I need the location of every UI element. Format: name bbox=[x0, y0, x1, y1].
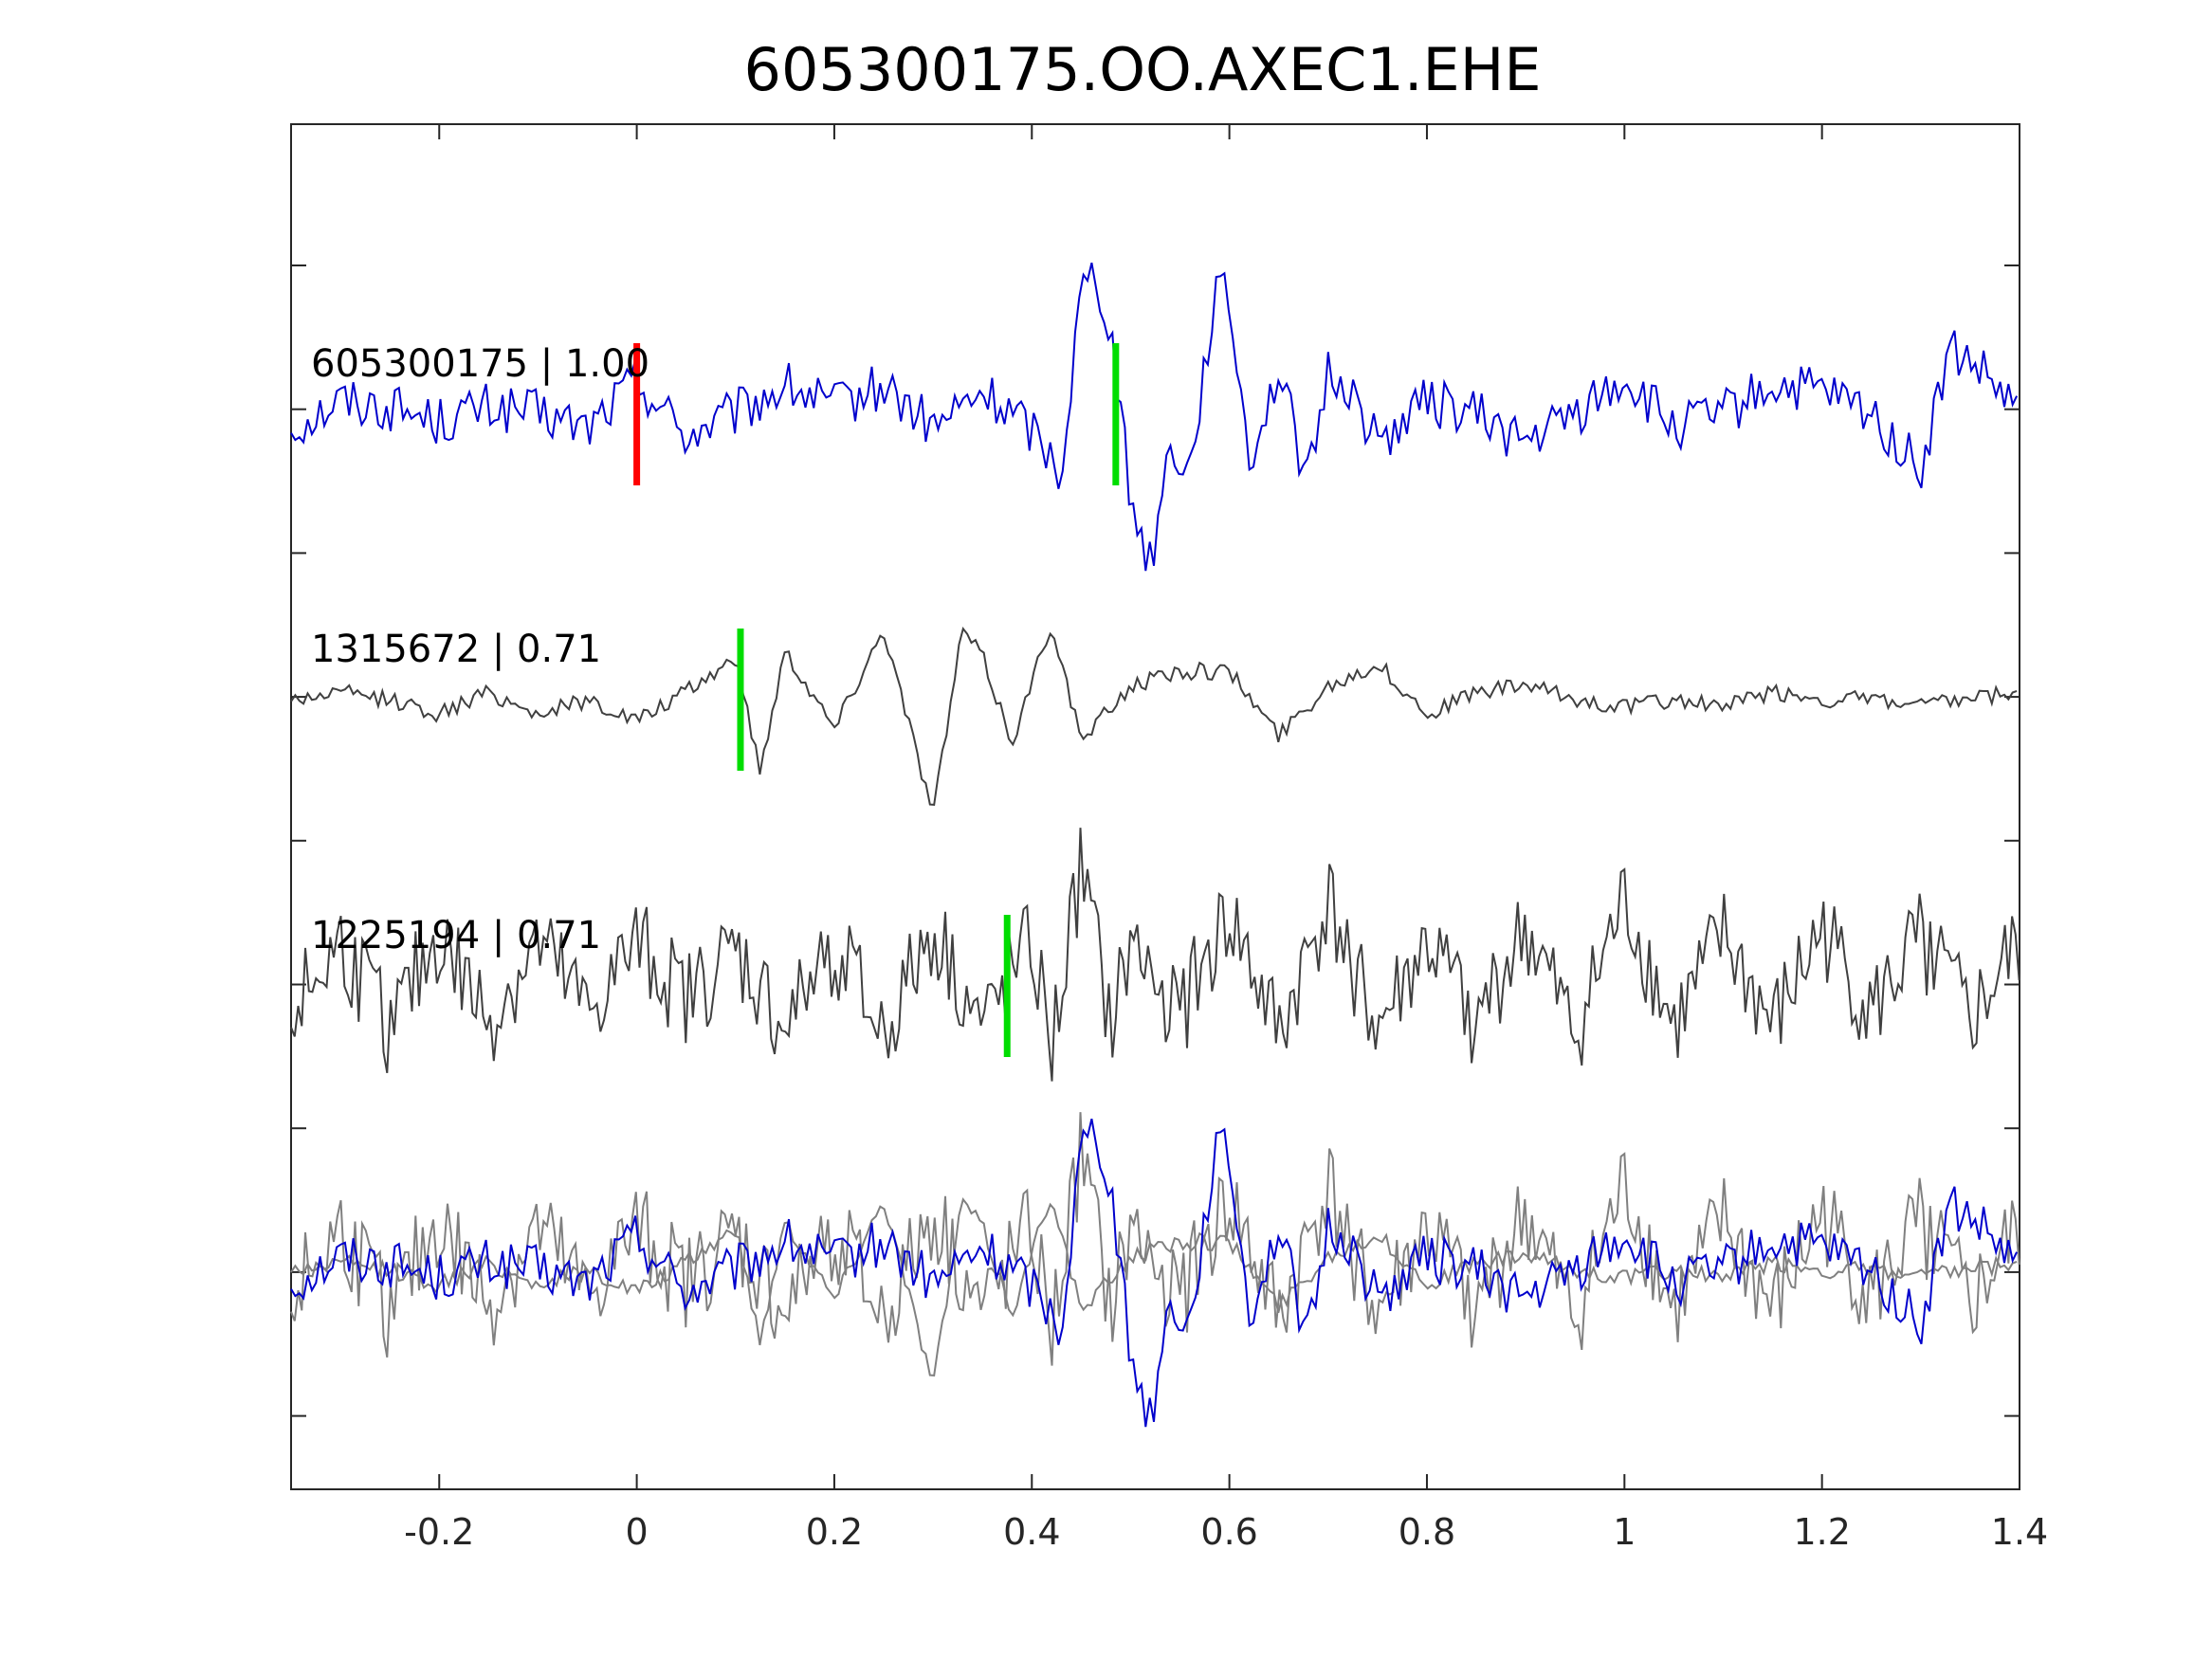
x-tick-label: 0.2 bbox=[806, 1511, 863, 1553]
overlay-trace-1 bbox=[290, 1118, 2019, 1428]
trace-line-1 bbox=[290, 262, 2019, 572]
x-tick-label: 1.4 bbox=[1991, 1511, 2048, 1553]
trace-rows bbox=[290, 262, 2020, 1082]
x-tick-label: 0.8 bbox=[1398, 1511, 1455, 1553]
chart-title: 605300175.OO.AXEC1.EHE bbox=[744, 35, 1542, 104]
x-tick-label: 1.2 bbox=[1793, 1511, 1850, 1553]
overlay-trace-3 bbox=[290, 1112, 2020, 1366]
plot-area bbox=[290, 123, 2020, 1490]
x-tick-label: 0.6 bbox=[1200, 1511, 1257, 1553]
trace-line-3 bbox=[290, 828, 2020, 1082]
trace-line-2 bbox=[290, 626, 2018, 806]
trace-label-1: 605300175 | 1.00 bbox=[311, 342, 649, 386]
x-tick-label: 0 bbox=[626, 1511, 649, 1553]
trace-labels: 605300175 | 1.00 1315672 | 0.71 1225194 | … bbox=[311, 342, 649, 957]
axis-ticks: -0.2 0 0.2 0.4 0.6 0.8 1 1.2 1.4 bbox=[291, 124, 2048, 1553]
x-tick-label: -0.2 bbox=[404, 1511, 474, 1553]
trace-label-2: 1315672 | 0.71 bbox=[311, 628, 601, 671]
x-tick-label: 1 bbox=[1613, 1511, 1636, 1553]
overlay-row bbox=[290, 1112, 2020, 1428]
x-tick-label: 0.4 bbox=[1003, 1511, 1060, 1553]
trace-label-3: 1225194 | 0.71 bbox=[311, 914, 601, 957]
